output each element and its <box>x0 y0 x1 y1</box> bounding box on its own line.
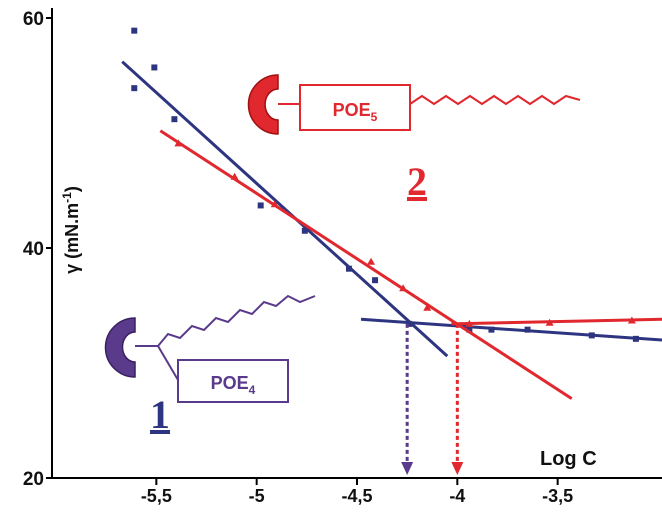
series-label-2: 2 <box>407 159 427 204</box>
data-point <box>131 27 138 34</box>
x-axis-label: Log C <box>540 448 597 470</box>
data-point <box>367 257 376 265</box>
data-point <box>174 139 183 147</box>
y-label-main: γ (mN.m <box>62 203 82 274</box>
x-tick-label: -4 <box>449 486 465 506</box>
molecule-1-icon <box>104 294 316 403</box>
y-axis-label: γ (mN.m-1) <box>60 186 82 274</box>
data-point <box>151 64 158 71</box>
series-label-1: 1 <box>150 392 170 437</box>
data-point <box>466 326 473 333</box>
x-tick-label: -3,5 <box>542 486 573 506</box>
data-point <box>488 326 495 333</box>
box-sub: 5 <box>371 110 378 124</box>
x-tick-label: -5,5 <box>141 486 172 506</box>
y-label-sup: -1 <box>60 192 74 203</box>
data-point <box>627 316 636 324</box>
data-point <box>632 335 639 342</box>
data-point <box>545 318 554 326</box>
box-text: POE <box>333 100 371 120</box>
fit-line <box>121 60 449 358</box>
data-point <box>230 172 239 180</box>
data-point <box>588 332 595 339</box>
box-sub: 4 <box>249 383 256 397</box>
data-point <box>257 202 264 209</box>
y-tick-label: 20 <box>23 469 44 490</box>
data-point <box>423 303 432 311</box>
data-point <box>171 116 178 123</box>
cmc-arrow <box>401 462 414 475</box>
y-tick-label: 60 <box>23 9 44 30</box>
molecule-2-icon <box>247 74 581 135</box>
box-text: POE <box>211 373 249 393</box>
box-label-1: POE4 <box>211 373 256 397</box>
x-tick-label: -4,5 <box>341 486 372 506</box>
data-point <box>345 265 352 272</box>
box-label-2: POE5 <box>333 100 378 124</box>
data-point <box>406 320 413 327</box>
data-point <box>301 227 308 234</box>
data-point <box>399 284 408 292</box>
x-tick-label: -5 <box>249 486 265 506</box>
data-point <box>372 277 379 284</box>
data-point <box>524 326 531 333</box>
data-point <box>465 319 474 327</box>
data-point <box>131 85 138 92</box>
fit-line <box>451 317 662 326</box>
fit-line <box>159 129 573 400</box>
cmc-arrow <box>451 462 464 475</box>
y-label-end: ) <box>62 186 82 192</box>
data-point <box>270 200 279 208</box>
y-tick-label: 40 <box>23 239 44 260</box>
